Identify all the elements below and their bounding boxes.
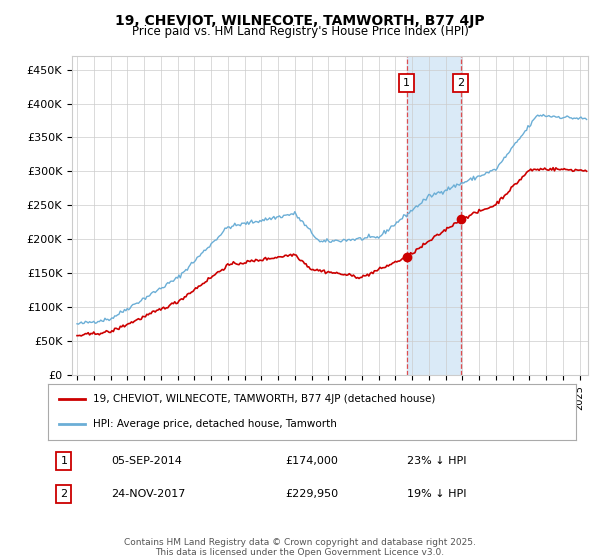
Text: £229,950: £229,950: [286, 489, 339, 499]
Text: 2: 2: [60, 489, 67, 499]
Text: 19, CHEVIOT, WILNECOTE, TAMWORTH, B77 4JP: 19, CHEVIOT, WILNECOTE, TAMWORTH, B77 4J…: [115, 14, 485, 28]
Text: £174,000: £174,000: [286, 456, 338, 466]
Text: 1: 1: [403, 78, 410, 88]
Text: 2: 2: [457, 78, 464, 88]
Text: 1: 1: [61, 456, 67, 466]
Text: Price paid vs. HM Land Registry's House Price Index (HPI): Price paid vs. HM Land Registry's House …: [131, 25, 469, 38]
Text: 19% ↓ HPI: 19% ↓ HPI: [407, 489, 467, 499]
Text: Contains HM Land Registry data © Crown copyright and database right 2025.
This d: Contains HM Land Registry data © Crown c…: [124, 538, 476, 557]
Bar: [407, 56, 461, 375]
Text: 24-NOV-2017: 24-NOV-2017: [112, 489, 186, 499]
Text: HPI: Average price, detached house, Tamworth: HPI: Average price, detached house, Tamw…: [93, 419, 337, 429]
Text: 19, CHEVIOT, WILNECOTE, TAMWORTH, B77 4JP (detached house): 19, CHEVIOT, WILNECOTE, TAMWORTH, B77 4J…: [93, 394, 435, 404]
Text: 05-SEP-2014: 05-SEP-2014: [112, 456, 182, 466]
Text: 23% ↓ HPI: 23% ↓ HPI: [407, 456, 467, 466]
